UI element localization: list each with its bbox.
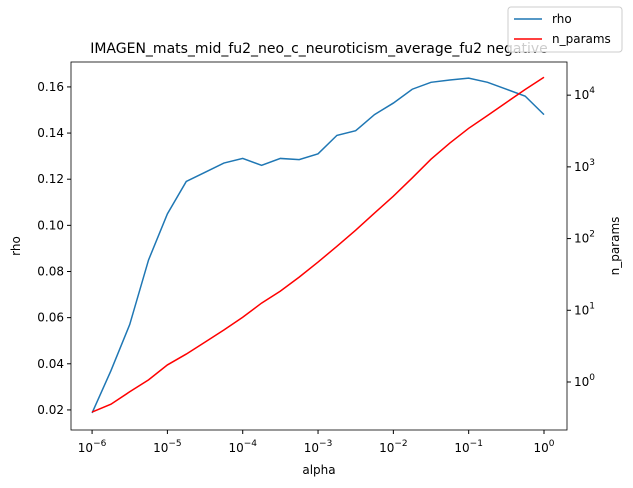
y2-tick-label: 104 xyxy=(574,86,595,102)
x-tick-label: 10−6 xyxy=(78,439,107,455)
line-series xyxy=(91,76,545,413)
y-tick-label: 0.14 xyxy=(37,126,64,140)
y-tick-label: 0.02 xyxy=(37,403,64,417)
y-tick-label: 0.12 xyxy=(37,172,64,186)
y2-axis-label: n_params xyxy=(608,217,622,276)
x-tick-label: 10−3 xyxy=(304,439,333,455)
y2-tick-label: 102 xyxy=(574,230,595,246)
y-tick-label: 0.08 xyxy=(37,264,64,278)
x-tick-label: 100 xyxy=(533,439,554,455)
plot-frame xyxy=(70,61,568,431)
y-tick-label: 0.06 xyxy=(37,311,64,325)
legend-label: rho xyxy=(552,12,572,26)
y2-tick-label: 101 xyxy=(574,301,595,317)
x-tick-label: 10−1 xyxy=(454,439,483,455)
legend-label: n_params xyxy=(552,32,611,46)
x-tick-label: 10−4 xyxy=(228,439,257,455)
y2-tick-label: 103 xyxy=(574,158,595,174)
x-tick-label: 10−5 xyxy=(153,439,182,455)
y-tick-label: 0.10 xyxy=(37,218,64,232)
y2-tick-label: 100 xyxy=(574,373,595,389)
x-axis-label: alpha xyxy=(302,463,335,477)
chart-title: IMAGEN_mats_mid_fu2_neo_c_neuroticism_av… xyxy=(90,41,548,57)
y-tick-label: 0.04 xyxy=(37,357,64,371)
line-series xyxy=(91,77,545,414)
y-tick-label: 0.16 xyxy=(37,80,64,94)
x-tick-label: 10−2 xyxy=(379,439,408,455)
y-axis-label: rho xyxy=(9,236,23,256)
